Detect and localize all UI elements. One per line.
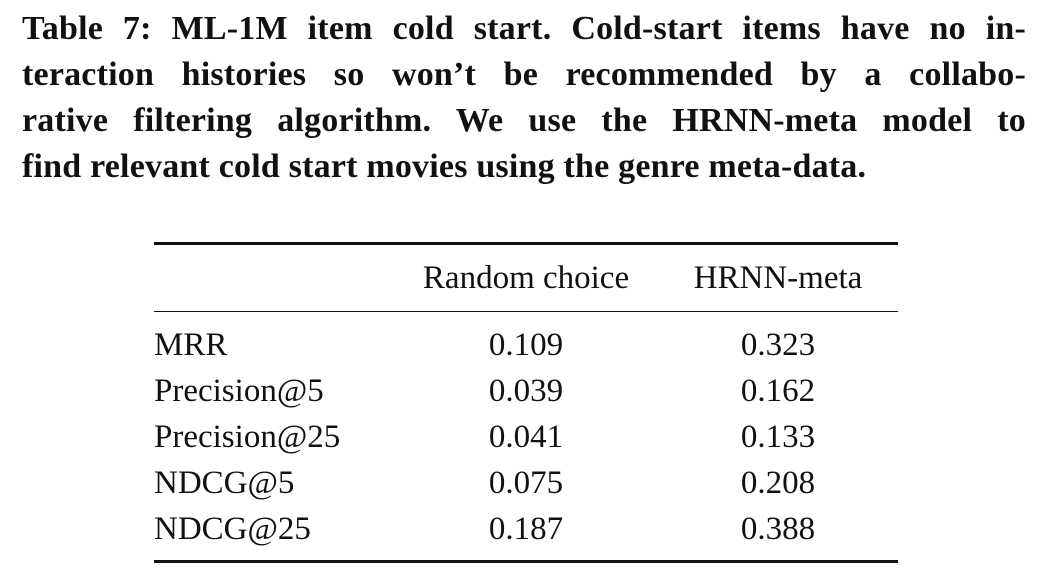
header-hrnn-meta: HRNN-meta [693, 259, 863, 296]
caption-line: find relevant cold start movies using th… [22, 148, 867, 185]
caption-line: rative filtering algorithm. We use the H… [22, 102, 1026, 139]
metric-name: NDCG@25 [154, 510, 311, 547]
random-choice-value: 0.109 [488, 326, 564, 363]
caption-line: Table 7: ML-1M item cold start. Cold-sta… [22, 10, 1026, 47]
table-row: Precision@5 0.039 0.162 [154, 368, 898, 414]
hrnn-meta-value: 0.388 [740, 510, 816, 547]
hrnn-meta-value: 0.133 [740, 418, 816, 455]
random-choice-value: 0.039 [488, 372, 564, 409]
metric-name: Precision@25 [154, 418, 341, 455]
table-row: NDCG@5 0.075 0.208 [154, 460, 898, 506]
results-table: Random choice HRNN-meta MRR 0.109 0.323 … [154, 242, 898, 563]
metric-name: Precision@5 [154, 372, 324, 409]
hrnn-meta-value: 0.162 [740, 372, 816, 409]
metric-name: MRR [154, 326, 228, 363]
caption-line: teraction histories so won’t be recommen… [22, 56, 1026, 93]
hrnn-meta-value: 0.323 [740, 326, 816, 363]
hrnn-meta-value: 0.208 [740, 464, 816, 501]
table-body: MRR 0.109 0.323 Precision@5 0.039 0.162 … [154, 312, 898, 562]
random-choice-value: 0.075 [488, 464, 564, 501]
table-row: Precision@25 0.041 0.133 [154, 414, 898, 460]
metric-name: NDCG@5 [154, 464, 295, 501]
random-choice-value: 0.187 [488, 510, 564, 547]
table-header: Random choice HRNN-meta [154, 243, 898, 312]
table-caption: Table 7: ML-1M item cold start. Cold-sta… [22, 6, 1026, 190]
table-row: MRR 0.109 0.323 [154, 312, 898, 369]
header-row: Random choice HRNN-meta [154, 243, 898, 312]
header-random-choice: Random choice [422, 259, 630, 296]
random-choice-value: 0.041 [488, 418, 564, 455]
table-row: NDCG@25 0.187 0.388 [154, 506, 898, 562]
header-metric [154, 244, 394, 312]
